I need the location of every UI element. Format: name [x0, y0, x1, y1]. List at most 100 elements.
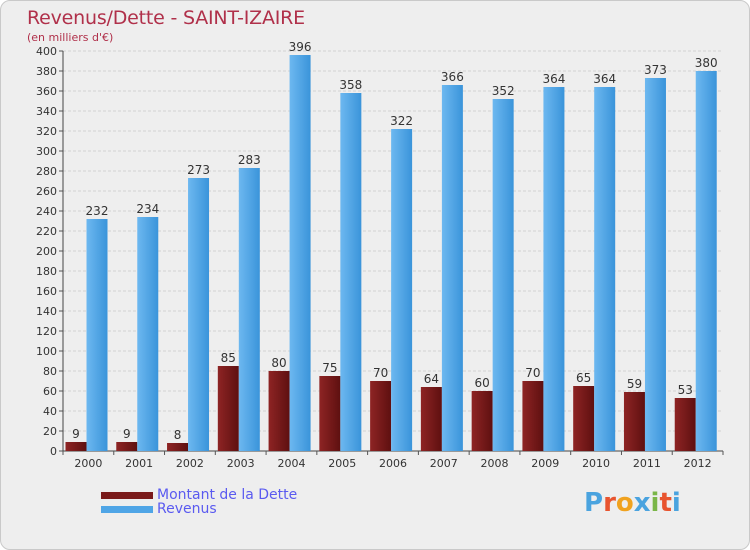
logo-letter: o [615, 488, 634, 518]
bar-revenus [695, 71, 717, 451]
bar-dette [167, 443, 189, 451]
bar-dette [420, 387, 442, 451]
y-tick-label: 160 [36, 285, 57, 298]
bar-revenus [340, 93, 362, 451]
bar-dette [370, 381, 392, 451]
y-tick-label: 200 [36, 245, 57, 258]
logo-letter: i [671, 488, 681, 518]
bar-dette [623, 392, 645, 451]
data-label-revenus: 396 [289, 40, 312, 54]
legend-swatch-revenus [101, 505, 153, 513]
x-tick-label: 2000 [74, 457, 102, 470]
bar-dette [573, 386, 595, 451]
bar-dette [674, 398, 696, 451]
data-label-revenus: 380 [695, 56, 718, 70]
bar-dette [319, 376, 341, 451]
x-tick-label: 2007 [430, 457, 458, 470]
logo-letter: t [659, 488, 672, 518]
data-label-dette: 53 [678, 383, 693, 397]
x-tick-label: 2012 [684, 457, 712, 470]
y-tick-label: 140 [36, 305, 57, 318]
bar-revenus [289, 55, 311, 451]
y-tick-label: 280 [36, 165, 57, 178]
legend-item-dette: Montant de la Dette [101, 487, 297, 503]
y-tick-label: 20 [43, 425, 57, 438]
y-tick-label: 320 [36, 125, 57, 138]
legend-swatch-dette [101, 491, 153, 499]
bar-dette [522, 381, 544, 451]
data-label-dette: 59 [627, 377, 642, 391]
y-tick-label: 260 [36, 185, 57, 198]
data-label-revenus: 232 [86, 204, 109, 218]
data-label-dette: 75 [322, 361, 337, 375]
x-tick-label: 2004 [277, 457, 305, 470]
y-tick-label: 220 [36, 225, 57, 238]
proxiti-logo: Proxiti [584, 488, 681, 518]
y-tick-label: 240 [36, 205, 57, 218]
data-label-revenus: 358 [339, 78, 362, 92]
bar-dette [65, 442, 87, 451]
logo-letter: P [584, 488, 604, 518]
data-label-dette: 8 [174, 428, 182, 442]
data-label-revenus: 283 [238, 153, 261, 167]
logo-letter: i [650, 488, 660, 518]
y-tick-label: 120 [36, 325, 57, 338]
data-label-revenus: 352 [492, 84, 515, 98]
y-tick-label: 400 [36, 45, 57, 58]
chart-title: Revenus/Dette - SAINT-IZAIRE [27, 7, 305, 29]
y-tick-label: 40 [43, 405, 57, 418]
x-tick-label: 2002 [176, 457, 204, 470]
data-label-dette: 64 [424, 372, 439, 386]
y-tick-label: 0 [50, 445, 57, 458]
bar-revenus [137, 217, 159, 451]
data-label-revenus: 373 [644, 63, 667, 77]
data-label-revenus: 322 [390, 114, 413, 128]
logo-letter: r [603, 488, 616, 518]
data-label-dette: 70 [525, 366, 540, 380]
bar-dette [217, 366, 239, 451]
bar-revenus [86, 219, 108, 451]
bar-revenus [644, 78, 666, 451]
y-tick-label: 340 [36, 105, 57, 118]
bar-revenus [441, 85, 463, 451]
data-label-dette: 70 [373, 366, 388, 380]
data-label-dette: 85 [221, 351, 236, 365]
logo-letter: x [633, 488, 651, 518]
data-label-dette: 60 [475, 376, 490, 390]
y-tick-label: 60 [43, 385, 57, 398]
x-tick-label: 2009 [531, 457, 559, 470]
bar-revenus [492, 99, 514, 451]
bar-revenus [391, 129, 413, 451]
data-label-dette: 65 [576, 371, 591, 385]
data-label-dette: 9 [72, 427, 80, 441]
legend-label-revenus: Revenus [157, 501, 217, 517]
bar-dette [116, 442, 138, 451]
y-tick-label: 360 [36, 85, 57, 98]
data-label-dette: 9 [123, 427, 131, 441]
y-tick-label: 100 [36, 345, 57, 358]
legend-label-dette: Montant de la Dette [157, 487, 298, 503]
bar-revenus [543, 87, 565, 451]
data-label-revenus: 364 [593, 72, 616, 86]
y-tick-label: 80 [43, 365, 57, 378]
bar-dette [471, 391, 493, 451]
data-label-revenus: 366 [441, 70, 464, 84]
x-tick-label: 2005 [328, 457, 356, 470]
chart-subtitle: (en milliers d'€) [27, 31, 114, 44]
x-tick-label: 2011 [633, 457, 661, 470]
data-label-revenus: 273 [187, 163, 210, 177]
data-label-dette: 80 [271, 356, 286, 370]
x-tick-label: 2008 [481, 457, 509, 470]
bar-revenus [594, 87, 616, 451]
x-tick-label: 2006 [379, 457, 407, 470]
legend-item-revenus: Revenus [101, 501, 217, 517]
y-tick-label: 300 [36, 145, 57, 158]
y-tick-label: 180 [36, 265, 57, 278]
x-tick-label: 2010 [582, 457, 610, 470]
bar-dette [268, 371, 290, 451]
x-tick-label: 2001 [125, 457, 153, 470]
data-label-revenus: 364 [542, 72, 565, 86]
x-tick-label: 2003 [227, 457, 255, 470]
